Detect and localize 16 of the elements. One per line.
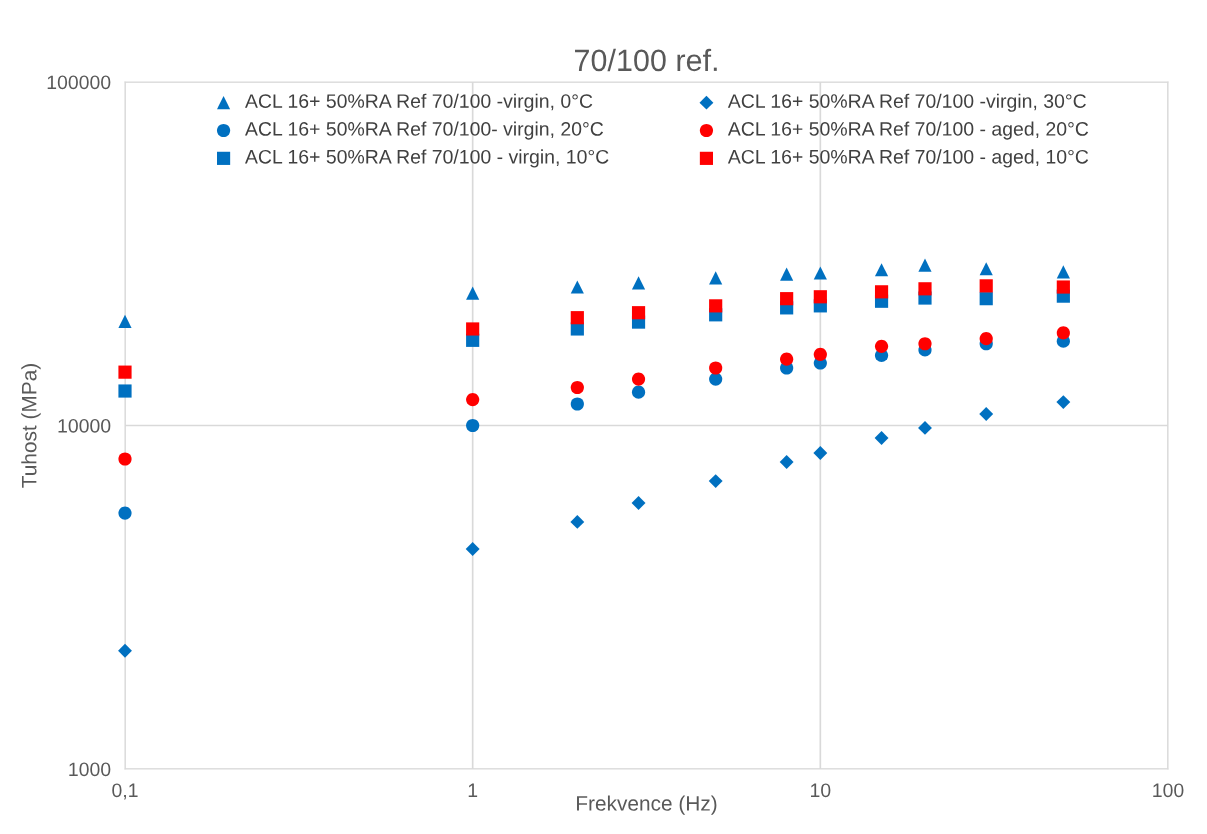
- x-axis-title: Frekvence (Hz): [577, 795, 717, 815]
- y-tick-label: 10000: [58, 418, 111, 433]
- y-tick-label: 100000: [47, 75, 111, 90]
- legend-label: ACL 16+ 50%RA Ref 70/100 - virgin, 10°C: [245, 149, 609, 168]
- legend-label: ACL 16+ 50%RA Ref 70/100 -virgin, 0°C: [245, 93, 593, 112]
- x-tick-label: 1: [468, 783, 478, 797]
- legend-label: ACL 16+ 50%RA Ref 70/100- virgin, 20°C: [245, 121, 604, 140]
- x-tick-label: 0,1: [112, 783, 138, 800]
- legend-label: ACL 16+ 50%RA Ref 70/100 - aged, 20°C: [727, 121, 1089, 140]
- legend-label: ACL 16+ 50%RA Ref 70/100 - aged, 10°C: [727, 149, 1089, 168]
- legend-label: ACL 16+ 50%RA Ref 70/100 -virgin, 30°C: [727, 93, 1086, 112]
- y-axis-title: Tuhost (MPa): [21, 364, 41, 488]
- x-tick-label: 100: [1153, 783, 1184, 798]
- y-tick-label: 1000: [69, 762, 111, 777]
- chart-title: 70/100 ref.: [575, 48, 717, 72]
- x-tick-label: 10: [811, 783, 831, 798]
